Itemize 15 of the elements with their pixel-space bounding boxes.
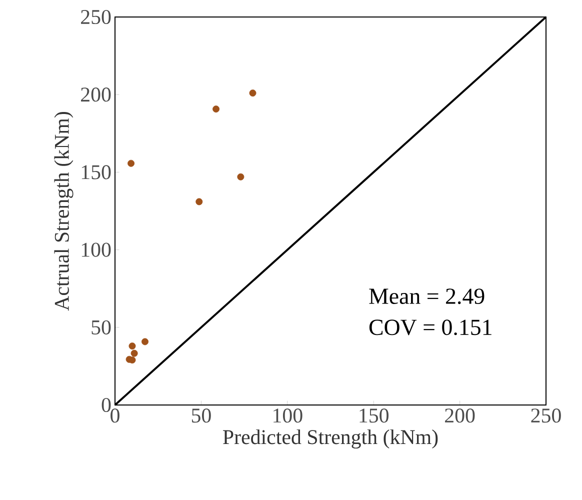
y-tick-label: 50 <box>92 320 111 334</box>
x-tick-label: 250 <box>531 408 561 423</box>
annotation: COV = 0.151 <box>369 320 492 336</box>
x-tick-label: 100 <box>274 408 302 423</box>
annotation: Mean = 2.49 <box>369 288 484 304</box>
x-axis-title: Predicted Strength (kNm) <box>223 429 438 449</box>
y-tick-label: 200 <box>81 88 111 102</box>
x-tick-label: 50 <box>192 408 211 423</box>
x-tick-label: 150 <box>360 408 389 423</box>
y-tick-label: 150 <box>82 165 111 180</box>
y-tick-label: 250 <box>81 10 111 24</box>
x-tick-label: 200 <box>445 408 475 423</box>
y-tick-label: 0 <box>102 398 111 412</box>
y-axis-title: Actrual Strength (kNm) <box>54 112 74 311</box>
y-tick-label: 100 <box>82 242 111 257</box>
